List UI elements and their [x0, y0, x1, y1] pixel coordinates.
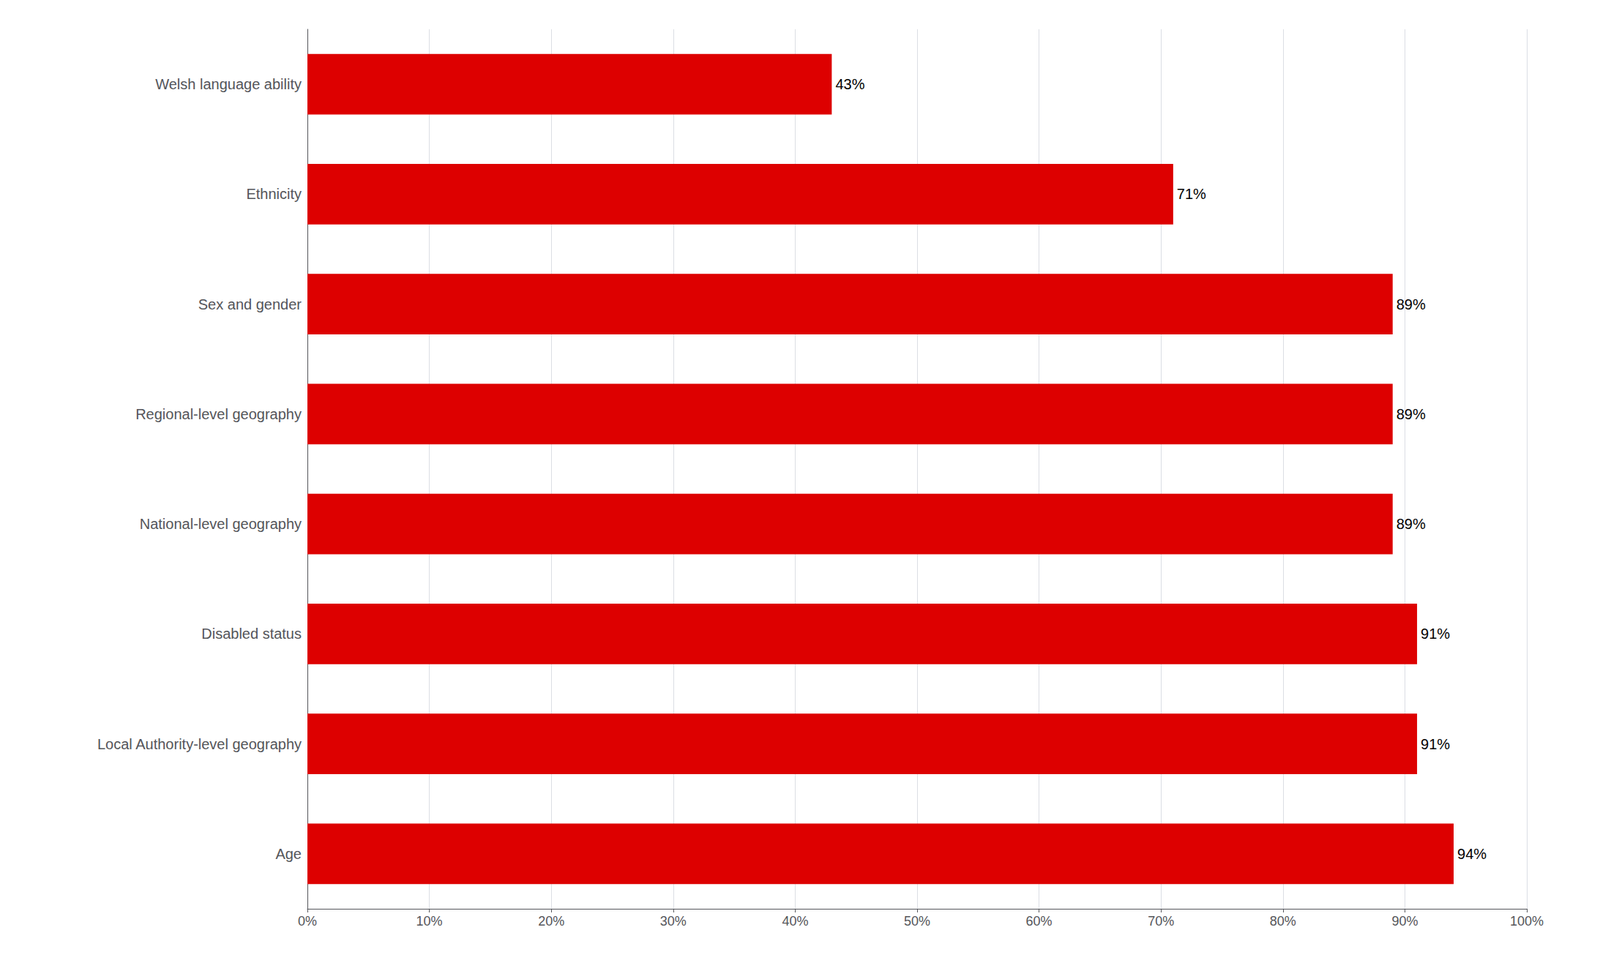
svg-text:89%: 89%	[1396, 516, 1426, 533]
svg-text:30%: 30%	[660, 914, 687, 929]
svg-text:Disabled status: Disabled status	[201, 625, 302, 642]
svg-text:91%: 91%	[1420, 736, 1450, 753]
svg-text:40%: 40%	[781, 914, 809, 929]
svg-text:10%: 10%	[416, 914, 443, 929]
svg-text:Ethnicity: Ethnicity	[245, 185, 302, 203]
svg-text:Welsh language ability: Welsh language ability	[155, 76, 302, 93]
svg-text:0%: 0%	[297, 914, 317, 929]
svg-text:43%: 43%	[835, 76, 865, 93]
svg-text:100%: 100%	[1509, 914, 1544, 929]
svg-text:71%: 71%	[1176, 185, 1207, 203]
svg-text:80%: 80%	[1269, 914, 1297, 929]
svg-text:90%: 90%	[1391, 914, 1418, 929]
svg-text:50%: 50%	[903, 914, 931, 929]
svg-text:89%: 89%	[1396, 296, 1426, 313]
svg-text:Sex and gender: Sex and gender	[198, 296, 303, 313]
svg-text:70%: 70%	[1147, 914, 1175, 929]
svg-text:Local Authority-level geograph: Local Authority-level geography	[97, 736, 302, 753]
svg-text:60%: 60%	[1026, 914, 1053, 929]
svg-text:Regional-level geography: Regional-level geography	[135, 406, 302, 423]
svg-text:94%: 94%	[1457, 846, 1487, 863]
svg-text:National-level geography: National-level geography	[139, 516, 302, 533]
svg-text:91%: 91%	[1420, 625, 1450, 642]
svg-text:Age: Age	[275, 846, 302, 863]
svg-text:20%: 20%	[537, 914, 565, 929]
svg-text:89%: 89%	[1396, 406, 1426, 423]
